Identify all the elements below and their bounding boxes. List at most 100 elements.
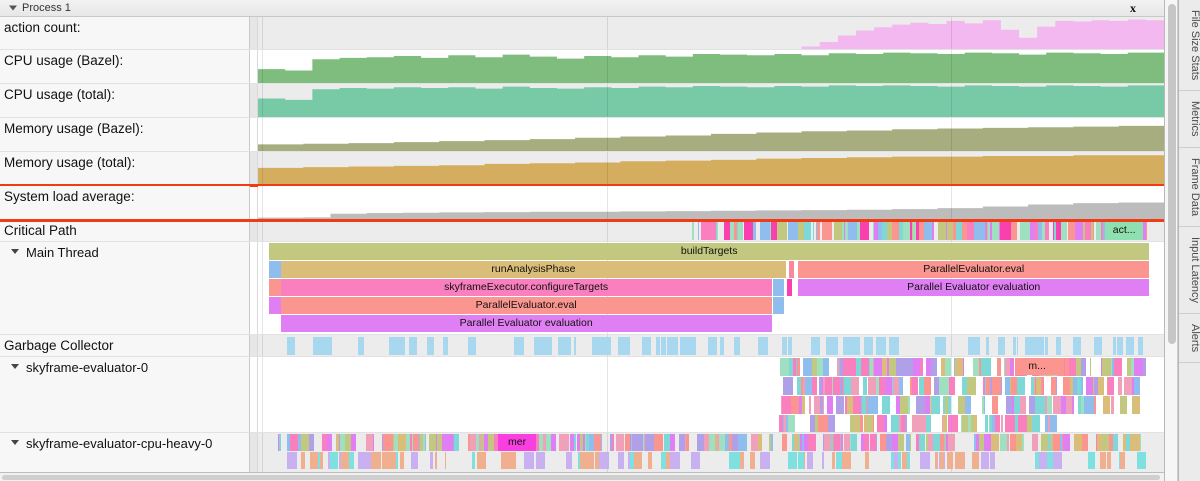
flame-slice[interactable] bbox=[467, 434, 476, 451]
flame-slice[interactable] bbox=[862, 434, 870, 451]
flame-slice[interactable] bbox=[985, 415, 988, 432]
flame-slice[interactable] bbox=[605, 337, 611, 355]
flame-slice[interactable] bbox=[900, 415, 908, 432]
flame-slice[interactable] bbox=[802, 377, 805, 395]
flame-slice[interactable] bbox=[1053, 452, 1056, 469]
flame-slice[interactable] bbox=[1060, 434, 1070, 451]
flame-slice[interactable] bbox=[807, 452, 813, 469]
flame-slice[interactable] bbox=[957, 222, 962, 240]
flame-slice[interactable] bbox=[1009, 377, 1019, 395]
flame-slice[interactable] bbox=[796, 377, 802, 395]
flame-slice[interactable] bbox=[1102, 434, 1110, 451]
flame-slice[interactable] bbox=[394, 337, 405, 355]
flame-slice[interactable] bbox=[731, 434, 739, 451]
flame-slice[interactable] bbox=[492, 434, 502, 451]
flame-slice[interactable] bbox=[1077, 434, 1088, 451]
flame-slice[interactable] bbox=[905, 415, 908, 432]
flame-slice[interactable] bbox=[588, 452, 594, 469]
flame-slice[interactable] bbox=[1036, 396, 1045, 414]
flame-slice[interactable] bbox=[787, 337, 792, 355]
flame-slice[interactable] bbox=[697, 434, 704, 451]
flame-slice[interactable] bbox=[1036, 377, 1042, 395]
flame-slice[interactable] bbox=[891, 377, 900, 395]
flame-slice[interactable] bbox=[838, 377, 844, 395]
flame-slice[interactable] bbox=[1029, 222, 1038, 240]
flame-slice[interactable] bbox=[860, 415, 864, 432]
flame-slice[interactable]: buildTargets bbox=[268, 243, 1150, 260]
flame-slice[interactable] bbox=[268, 261, 281, 278]
flame-slice[interactable] bbox=[288, 434, 298, 451]
flame-slice[interactable] bbox=[947, 452, 953, 469]
flame-slice[interactable] bbox=[863, 377, 868, 395]
flame-slice[interactable] bbox=[896, 358, 906, 376]
flame-slice[interactable] bbox=[810, 415, 815, 432]
flame-slice[interactable] bbox=[310, 452, 318, 469]
flame-slice[interactable] bbox=[1053, 434, 1064, 451]
flame-slice[interactable] bbox=[992, 396, 998, 414]
flame-slice[interactable] bbox=[1017, 415, 1027, 432]
flame-slice[interactable] bbox=[758, 337, 768, 355]
flame-slice[interactable] bbox=[916, 434, 921, 451]
flame-slice[interactable] bbox=[910, 377, 913, 395]
track-label-action-count[interactable]: action count: bbox=[0, 17, 250, 49]
flame-slice[interactable] bbox=[877, 222, 883, 240]
flame-slice[interactable] bbox=[977, 222, 985, 240]
flame-slice[interactable] bbox=[750, 452, 755, 469]
flame-slice[interactable] bbox=[879, 222, 889, 240]
flame-slice[interactable] bbox=[506, 452, 517, 469]
flame-slice[interactable] bbox=[535, 452, 546, 469]
flame-slice[interactable] bbox=[868, 358, 876, 376]
flame-slice[interactable]: act... bbox=[1105, 222, 1144, 240]
flame-slice[interactable] bbox=[313, 337, 322, 355]
flame-slice[interactable] bbox=[788, 261, 795, 278]
flame-slice[interactable] bbox=[911, 377, 918, 395]
flame-slice[interactable] bbox=[852, 396, 862, 414]
track-canvas-cpu-usage-total[interactable] bbox=[258, 84, 1164, 117]
track-label-garbage-collector[interactable]: Garbage Collector bbox=[0, 335, 250, 356]
flame-slice[interactable] bbox=[889, 358, 899, 376]
track-canvas-garbage-collector[interactable] bbox=[258, 335, 1164, 356]
flame-slice[interactable] bbox=[836, 358, 839, 376]
flame-slice[interactable] bbox=[577, 434, 581, 451]
flame-slice[interactable] bbox=[1060, 396, 1067, 414]
track-label-cpu-usage-total[interactable]: CPU usage (total): bbox=[0, 84, 250, 117]
flame-slice[interactable] bbox=[419, 434, 426, 451]
flame-slice[interactable] bbox=[816, 222, 820, 240]
flame-slice[interactable] bbox=[918, 434, 925, 451]
flame-slice[interactable] bbox=[957, 396, 964, 414]
flame-slice[interactable] bbox=[939, 377, 949, 395]
flame-slice[interactable] bbox=[940, 452, 945, 469]
flame-slice[interactable] bbox=[533, 337, 541, 355]
flame-slice[interactable] bbox=[1009, 434, 1018, 451]
flame-slice[interactable] bbox=[937, 222, 946, 240]
flame-slice[interactable] bbox=[664, 434, 671, 451]
flame-slice[interactable] bbox=[782, 396, 791, 414]
flame-slice[interactable] bbox=[370, 452, 381, 469]
flame-slice[interactable] bbox=[822, 358, 829, 376]
flame-slice[interactable] bbox=[1025, 415, 1035, 432]
flame-slice[interactable] bbox=[566, 337, 571, 355]
flame-slice[interactable] bbox=[1097, 377, 1104, 395]
flame-slice[interactable] bbox=[777, 222, 787, 240]
flame-slice[interactable] bbox=[882, 396, 890, 414]
flame-slice[interactable] bbox=[916, 358, 920, 376]
flame-slice[interactable] bbox=[1067, 222, 1076, 240]
flame-slice[interactable] bbox=[863, 358, 870, 376]
flame-slice[interactable] bbox=[1041, 222, 1046, 240]
flame-slice[interactable] bbox=[1093, 377, 1098, 395]
flame-slice[interactable] bbox=[1123, 434, 1127, 451]
flame-slice[interactable] bbox=[1074, 222, 1084, 240]
side-tab-input-latency[interactable]: Input Latency bbox=[1179, 226, 1200, 314]
flame-slice[interactable] bbox=[951, 415, 959, 432]
flame-slice[interactable] bbox=[900, 222, 911, 240]
track-row-action-count[interactable]: action count: bbox=[0, 17, 1164, 50]
flame-slice[interactable] bbox=[782, 377, 793, 395]
flame-slice[interactable] bbox=[1107, 434, 1118, 451]
flame-slice[interactable] bbox=[1055, 358, 1066, 376]
flame-slice[interactable] bbox=[707, 337, 717, 355]
flame-slice[interactable] bbox=[1053, 222, 1061, 240]
flame-slice[interactable] bbox=[984, 222, 991, 240]
flame-slice[interactable] bbox=[388, 337, 399, 355]
caret-down-icon[interactable] bbox=[11, 249, 19, 254]
flame-slice[interactable] bbox=[972, 452, 979, 469]
